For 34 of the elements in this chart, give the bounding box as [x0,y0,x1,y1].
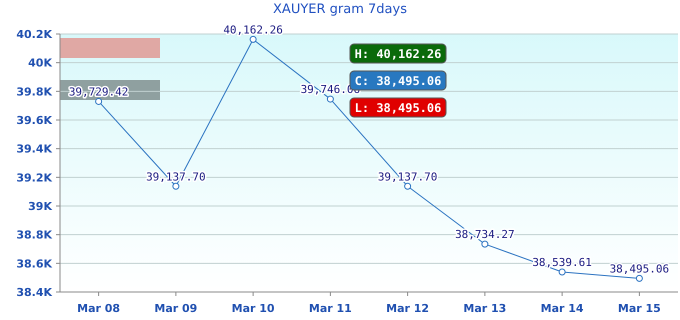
data-label: 40,162.26 [223,23,283,36]
x-tick-label: Mar 09 [154,302,198,315]
annotation: L: 38,495.06 [354,101,442,115]
y-tick-label: 39.6K [16,114,52,127]
annotation: H: 40,162.26 [354,47,442,61]
chart-title: XAUYER gram 7days [273,2,408,17]
y-tick-label: 39K [28,200,52,213]
point [558,268,566,276]
y-tick-label: 40K [28,56,52,70]
x-tick-label: Mar 14 [540,302,584,315]
annotation: C: 38,495.06 [354,74,442,88]
data-label: 38,539.61 [532,256,592,269]
y-tick-label: 39.4K [16,142,52,156]
y-tick-label: 39.2K [16,171,52,184]
point [95,98,102,105]
y-tick-label: 40.2K [16,28,52,41]
x-tick-label: Mar 11 [308,302,352,315]
point [172,182,180,190]
data-label: 38,495.06 [610,262,670,276]
y-tick-label: 38.6K [16,257,52,270]
x-tick-label: Mar 15 [618,302,661,315]
point [636,274,643,282]
point [250,36,257,43]
y-tick-label: 39.8K [16,85,52,98]
x-tick-label: Mar 10 [232,302,275,315]
y-tick-label: 38.8K [16,228,52,242]
point [326,96,334,103]
data-label: 39,729.42 [68,85,128,98]
x-tick-label: Mar 08 [77,302,120,315]
x-tick-label: Mar 13 [463,302,506,315]
point [481,240,488,248]
x-tick-label: Mar 12 [386,302,430,315]
y-tick-label: 38.4K [16,286,52,299]
point [404,182,412,190]
